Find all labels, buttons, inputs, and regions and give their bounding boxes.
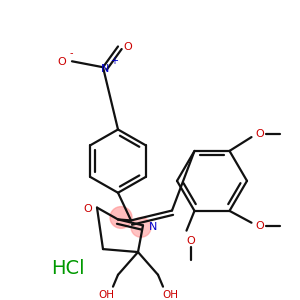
Text: OH: OH xyxy=(98,290,114,300)
Text: N: N xyxy=(149,222,157,232)
Text: O: O xyxy=(186,236,195,245)
Text: O: O xyxy=(255,221,264,231)
Circle shape xyxy=(131,218,151,237)
Text: OH: OH xyxy=(162,290,178,300)
Text: O: O xyxy=(58,57,66,67)
Text: O: O xyxy=(84,204,92,214)
Text: -: - xyxy=(69,48,73,59)
Circle shape xyxy=(110,207,132,228)
Text: O: O xyxy=(124,42,132,52)
Text: N: N xyxy=(101,64,109,74)
Text: +: + xyxy=(110,56,118,66)
Text: HCl: HCl xyxy=(51,260,85,278)
Text: O: O xyxy=(255,129,264,139)
